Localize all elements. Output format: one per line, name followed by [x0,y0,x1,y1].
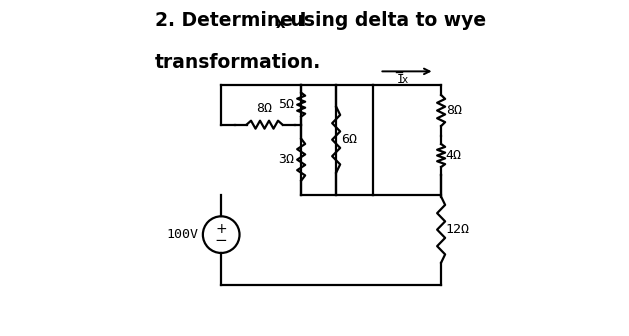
Text: 12Ω: 12Ω [446,223,470,236]
Text: 100V: 100V [167,228,199,241]
Text: 6Ω: 6Ω [341,133,357,146]
Text: −: − [215,233,228,248]
Text: +: + [215,222,227,236]
Text: 5Ω: 5Ω [279,98,294,111]
Text: I: I [396,73,404,86]
Text: 3Ω: 3Ω [279,153,294,166]
Text: transformation.: transformation. [155,53,321,72]
Text: x: x [402,75,408,85]
Text: 8Ω: 8Ω [257,102,272,115]
Text: 2. Determine I: 2. Determine I [155,11,306,30]
Text: x: x [276,16,286,31]
Text: using delta to wye: using delta to wye [284,11,486,30]
Text: 8Ω: 8Ω [446,104,462,117]
Text: 4Ω: 4Ω [446,149,462,162]
